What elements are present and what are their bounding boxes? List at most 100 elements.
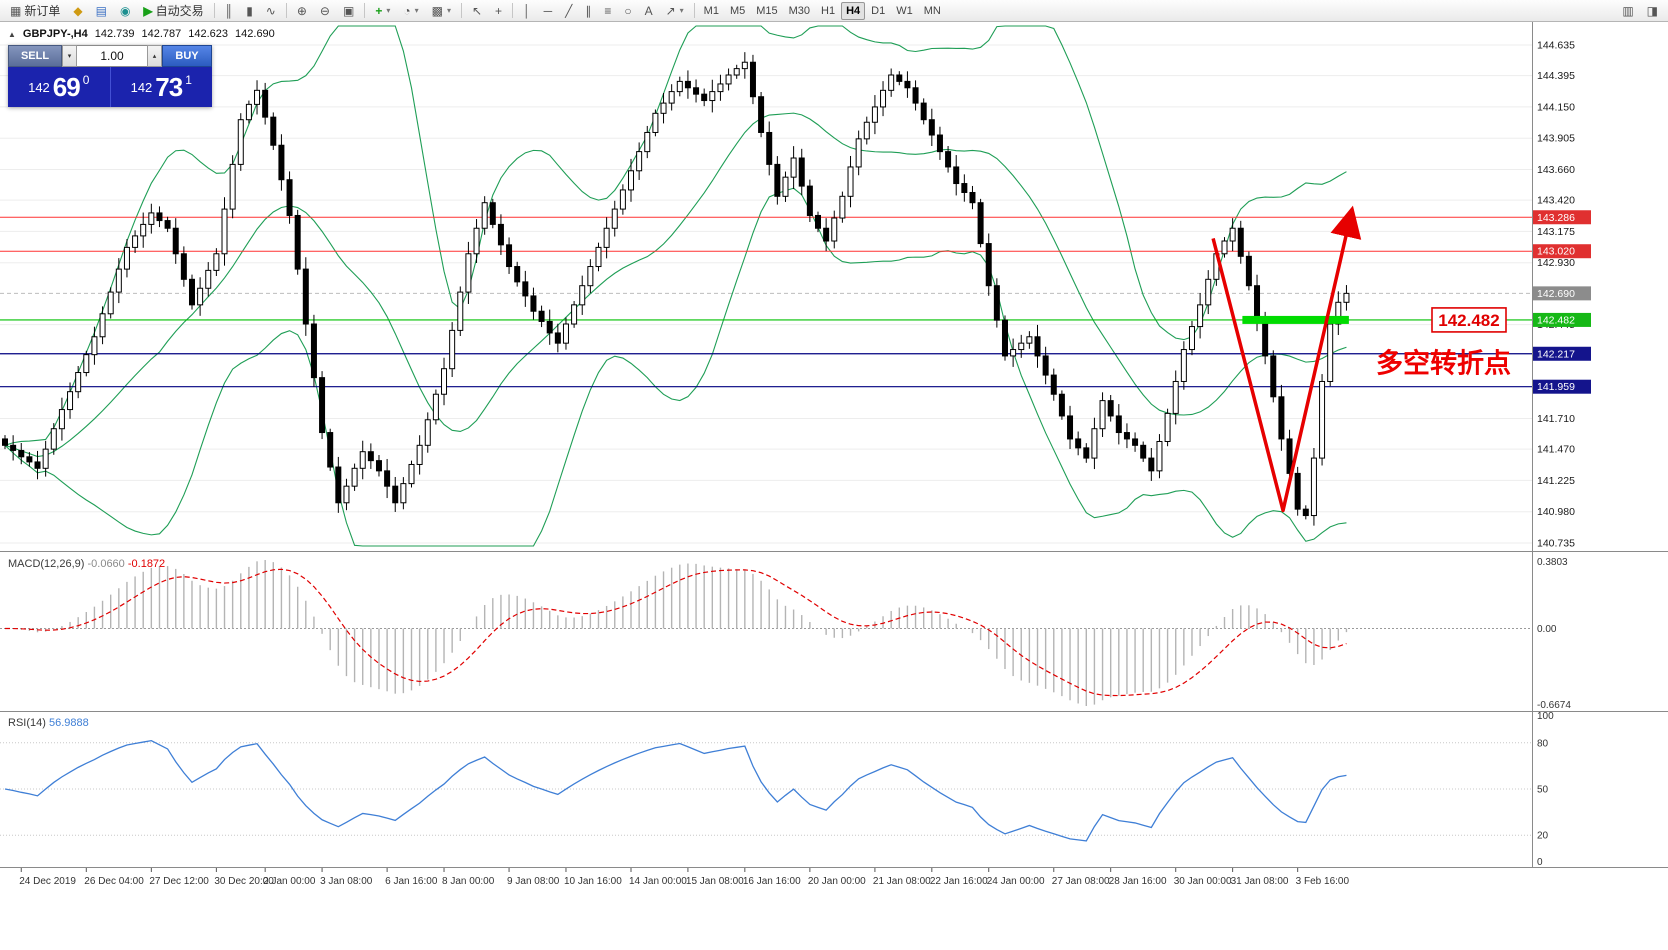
timeframe-h1-button[interactable]: H1 xyxy=(821,4,836,17)
chevron-down-icon: ▾ xyxy=(386,6,391,15)
svg-text:140.980: 140.980 xyxy=(1537,506,1575,518)
buy-price-big-figure: 142 xyxy=(130,79,153,95)
channel-button[interactable]: ∥ xyxy=(579,1,597,21)
horizontal-line-button[interactable]: ─ xyxy=(538,1,559,21)
timeframe-h4-button[interactable]: H4 xyxy=(841,1,866,20)
ohlc-open: 142.739 xyxy=(94,28,135,40)
line-chart-button[interactable]: ∿ xyxy=(260,1,282,21)
period-button[interactable]: ◔ ▾ xyxy=(397,1,424,21)
price-badge xyxy=(1533,210,1591,225)
vertical-line-button[interactable]: │ xyxy=(517,1,537,21)
template-button[interactable]: ▩ ▾ xyxy=(426,1,457,21)
chevron-down-icon: ▾ xyxy=(679,6,684,15)
timeframe-m15-button[interactable]: M15 xyxy=(756,4,778,17)
svg-text:9 Jan 08:00: 9 Jan 08:00 xyxy=(507,876,560,887)
svg-text:30 Jan 00:00: 30 Jan 00:00 xyxy=(1174,876,1232,887)
horizontal-line-icon: ─ xyxy=(543,3,553,18)
svg-text:24 Dec 2019: 24 Dec 2019 xyxy=(19,876,76,887)
user-drawings[interactable]: 多空转折点 142.482 xyxy=(1211,205,1511,513)
timeframe-d1-button[interactable]: D1 xyxy=(871,4,886,17)
price-tag-box xyxy=(1431,307,1507,333)
vertical-line-icon: │ xyxy=(523,3,531,18)
price-badge xyxy=(1533,286,1591,301)
svg-text:144.635: 144.635 xyxy=(1537,40,1575,52)
new-order-label: 新订单 xyxy=(24,4,61,18)
bar-chart-button[interactable]: ║ xyxy=(219,1,240,21)
crosshair-button[interactable]: + xyxy=(489,1,508,21)
cursor-icon: ↖ xyxy=(471,3,483,18)
navigator-button[interactable]: ◉ xyxy=(114,1,136,21)
volume-decrease-button[interactable]: ▾ xyxy=(62,45,77,67)
buy-price-display[interactable]: 142 73 1 xyxy=(109,67,213,107)
timeframe-m1-button[interactable]: M1 xyxy=(703,4,719,17)
rsi-panel[interactable]: RSI(14) 56.9888 100 80 50 20 0 xyxy=(0,711,1554,868)
timeframe-mn-button[interactable]: MN xyxy=(923,4,941,17)
sell-price-pips: 69 xyxy=(52,71,81,102)
shapes-icon: ○ xyxy=(624,3,632,18)
symbol-header: ▲ GBPJPY-,H4 142.739 142.787 142.623 142… xyxy=(8,28,275,40)
sell-price-display[interactable]: 142 69 0 xyxy=(8,67,110,107)
svg-text:16 Jan 16:00: 16 Jan 16:00 xyxy=(743,876,801,887)
zoom-in-icon: ⊕ xyxy=(296,3,307,18)
cursor-button[interactable]: ↖ xyxy=(466,1,488,21)
time-axis[interactable]: 24 Dec 2019 26 Dec 04:00 27 Dec 12:00 30 De… xyxy=(19,868,1349,887)
auto-trading-button[interactable]: ▶ 自动交易 xyxy=(137,1,209,21)
arrow-tool-button[interactable]: ↗ ▾ xyxy=(660,1,690,21)
price-axis[interactable]: 144.635 144.395 144.150 143.905 143.660 143.4… xyxy=(1532,22,1592,867)
market-watch-button[interactable]: ◆ xyxy=(67,1,88,21)
svg-text:0.00: 0.00 xyxy=(1537,624,1557,635)
buy-button[interactable]: BUY xyxy=(162,45,212,67)
sell-button[interactable]: SELL xyxy=(8,45,62,67)
svg-text:30 Dec 20:00: 30 Dec 20:00 xyxy=(214,876,274,887)
text-tool-button[interactable]: A xyxy=(639,1,659,21)
svg-text:142.482: 142.482 xyxy=(1537,314,1575,326)
tile-windows-button[interactable]: ▣ xyxy=(337,1,360,21)
chart-canvas[interactable]: 多空转折点 142.482 144.635 144.395 144.150 143.905… xyxy=(0,22,1668,950)
volume-increase-button[interactable]: ▴ xyxy=(147,45,162,67)
bar-chart-icon: ║ xyxy=(224,3,234,18)
support-zone-segment xyxy=(1242,315,1349,324)
new-order-button[interactable]: ▦ 新订单 xyxy=(4,1,66,21)
svg-text:0.3803: 0.3803 xyxy=(1537,557,1568,568)
zoom-out-button[interactable]: ⊖ xyxy=(314,1,336,21)
price-badge xyxy=(1533,346,1591,361)
svg-text:10 Jan 16:00: 10 Jan 16:00 xyxy=(564,876,622,887)
svg-text:-0.6674: -0.6674 xyxy=(1537,700,1571,711)
panel-bottom-button[interactable]: ◨ xyxy=(1641,1,1664,21)
data-window-button[interactable]: ▤ xyxy=(90,1,113,21)
svg-text:22 Jan 16:00: 22 Jan 16:00 xyxy=(930,876,988,887)
fibonacci-button[interactable]: ≡ xyxy=(598,1,617,21)
svg-text:143.420: 143.420 xyxy=(1537,195,1575,207)
svg-text:144.395: 144.395 xyxy=(1537,70,1575,82)
toolbar-separator xyxy=(285,3,287,18)
horizontal-level-lines[interactable] xyxy=(0,216,1532,388)
timeframe-m5-button[interactable]: M5 xyxy=(729,4,746,17)
price-gridlines xyxy=(0,44,1532,544)
channel-icon: ∥ xyxy=(585,3,592,18)
toolbar-separator xyxy=(364,3,366,18)
timeframe-m30-button[interactable]: M30 xyxy=(788,4,811,17)
chevron-down-icon: ▾ xyxy=(446,6,451,15)
panel-right-button[interactable]: ▥ xyxy=(1616,1,1639,21)
panel-separators xyxy=(0,551,1668,868)
price-badge xyxy=(1533,379,1591,394)
clock-icon: ◔ xyxy=(403,3,411,18)
new-order-icon: ▦ xyxy=(10,3,22,18)
svg-text:28 Jan 16:00: 28 Jan 16:00 xyxy=(1109,876,1167,887)
sell-price-point: 0 xyxy=(82,73,90,87)
zoom-in-button[interactable]: ⊕ xyxy=(291,1,313,21)
candlestick-chart-button[interactable]: ▮ xyxy=(240,1,259,21)
shapes-button[interactable]: ○ xyxy=(618,1,637,21)
add-indicator-button[interactable]: + ▾ xyxy=(369,1,396,21)
svg-text:141.470: 141.470 xyxy=(1537,444,1575,456)
timeframe-w1-button[interactable]: W1 xyxy=(896,4,913,17)
svg-text:20: 20 xyxy=(1537,831,1549,842)
svg-text:142.930: 142.930 xyxy=(1537,257,1575,269)
volume-input[interactable] xyxy=(77,45,147,67)
ohlc-low: 142.623 xyxy=(188,28,229,40)
annotation-text: 多空转折点 xyxy=(1376,348,1511,379)
macd-panel[interactable]: MACD(12,26,9) -0.0660 -0.1872 0.3803 0.00 -… xyxy=(0,557,1571,711)
fibonacci-icon: ≡ xyxy=(604,3,612,18)
svg-text:26 Dec 04:00: 26 Dec 04:00 xyxy=(84,876,144,887)
trendline-button[interactable]: ╱ xyxy=(559,1,578,21)
